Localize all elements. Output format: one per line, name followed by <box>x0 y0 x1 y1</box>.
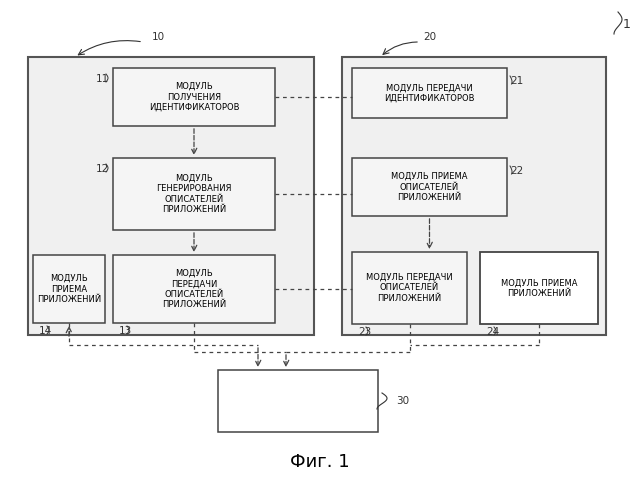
Text: МОДУЛЬ
ГЕНЕРИРОВАНИЯ
ОПИСАТЕЛЕЙ
ПРИЛОЖЕНИЙ: МОДУЛЬ ГЕНЕРИРОВАНИЯ ОПИСАТЕЛЕЙ ПРИЛОЖЕН… <box>156 174 232 214</box>
Text: МОДУЛЬ ПРИЕМА
ОПИСАТЕЛЕЙ
ПРИЛОЖЕНИЙ: МОДУЛЬ ПРИЕМА ОПИСАТЕЛЕЙ ПРИЛОЖЕНИЙ <box>391 172 468 202</box>
Bar <box>113 158 275 230</box>
Text: 30: 30 <box>396 396 409 406</box>
Text: МОДУЛЬ ПЕРЕДАЧИ
ИДЕНТИФИКАТОРОВ: МОДУЛЬ ПЕРЕДАЧИ ИДЕНТИФИКАТОРОВ <box>384 83 475 103</box>
Text: 13: 13 <box>119 326 132 336</box>
Text: МОДУЛЬ ПЕРЕДАЧИ
ОПИСАТЕЛЕЙ
ПРИЛОЖЕНИЙ: МОДУЛЬ ПЕРЕДАЧИ ОПИСАТЕЛЕЙ ПРИЛОЖЕНИЙ <box>366 273 453 303</box>
Text: 24: 24 <box>486 327 499 337</box>
Text: 1: 1 <box>623 19 631 32</box>
Text: 11: 11 <box>96 74 109 84</box>
Bar <box>352 158 507 216</box>
Bar <box>113 255 275 323</box>
Text: 21: 21 <box>510 76 524 86</box>
Text: МОДУЛЬ
ПОЛУЧЕНИЯ
ИДЕНТИФИКАТОРОВ: МОДУЛЬ ПОЛУЧЕНИЯ ИДЕНТИФИКАТОРОВ <box>148 82 239 112</box>
Text: 20: 20 <box>424 32 436 42</box>
Bar <box>480 252 598 324</box>
Bar <box>342 57 606 335</box>
Text: МОДУЛЬ ПРИЕМА
ПРИЛОЖЕНИЙ: МОДУЛЬ ПРИЕМА ПРИЛОЖЕНИЙ <box>500 278 577 298</box>
Text: 14: 14 <box>39 326 52 336</box>
Bar <box>33 255 105 323</box>
Bar <box>113 68 275 126</box>
Text: МОДУЛЬ
ПРИЕМА
ПРИЛОЖЕНИЙ: МОДУЛЬ ПРИЕМА ПРИЛОЖЕНИЙ <box>37 274 101 304</box>
Bar <box>28 57 314 335</box>
Text: 23: 23 <box>358 327 371 337</box>
Text: 22: 22 <box>510 166 524 176</box>
Text: 12: 12 <box>96 164 109 174</box>
Text: МОДУЛЬ
ПЕРЕДАЧИ
ОПИСАТЕЛЕЙ
ПРИЛОЖЕНИЙ: МОДУЛЬ ПЕРЕДАЧИ ОПИСАТЕЛЕЙ ПРИЛОЖЕНИЙ <box>162 269 226 309</box>
Bar <box>352 252 467 324</box>
Bar <box>352 68 507 118</box>
Bar <box>218 370 378 432</box>
Text: Фиг. 1: Фиг. 1 <box>290 453 350 471</box>
Text: 10: 10 <box>152 32 164 42</box>
